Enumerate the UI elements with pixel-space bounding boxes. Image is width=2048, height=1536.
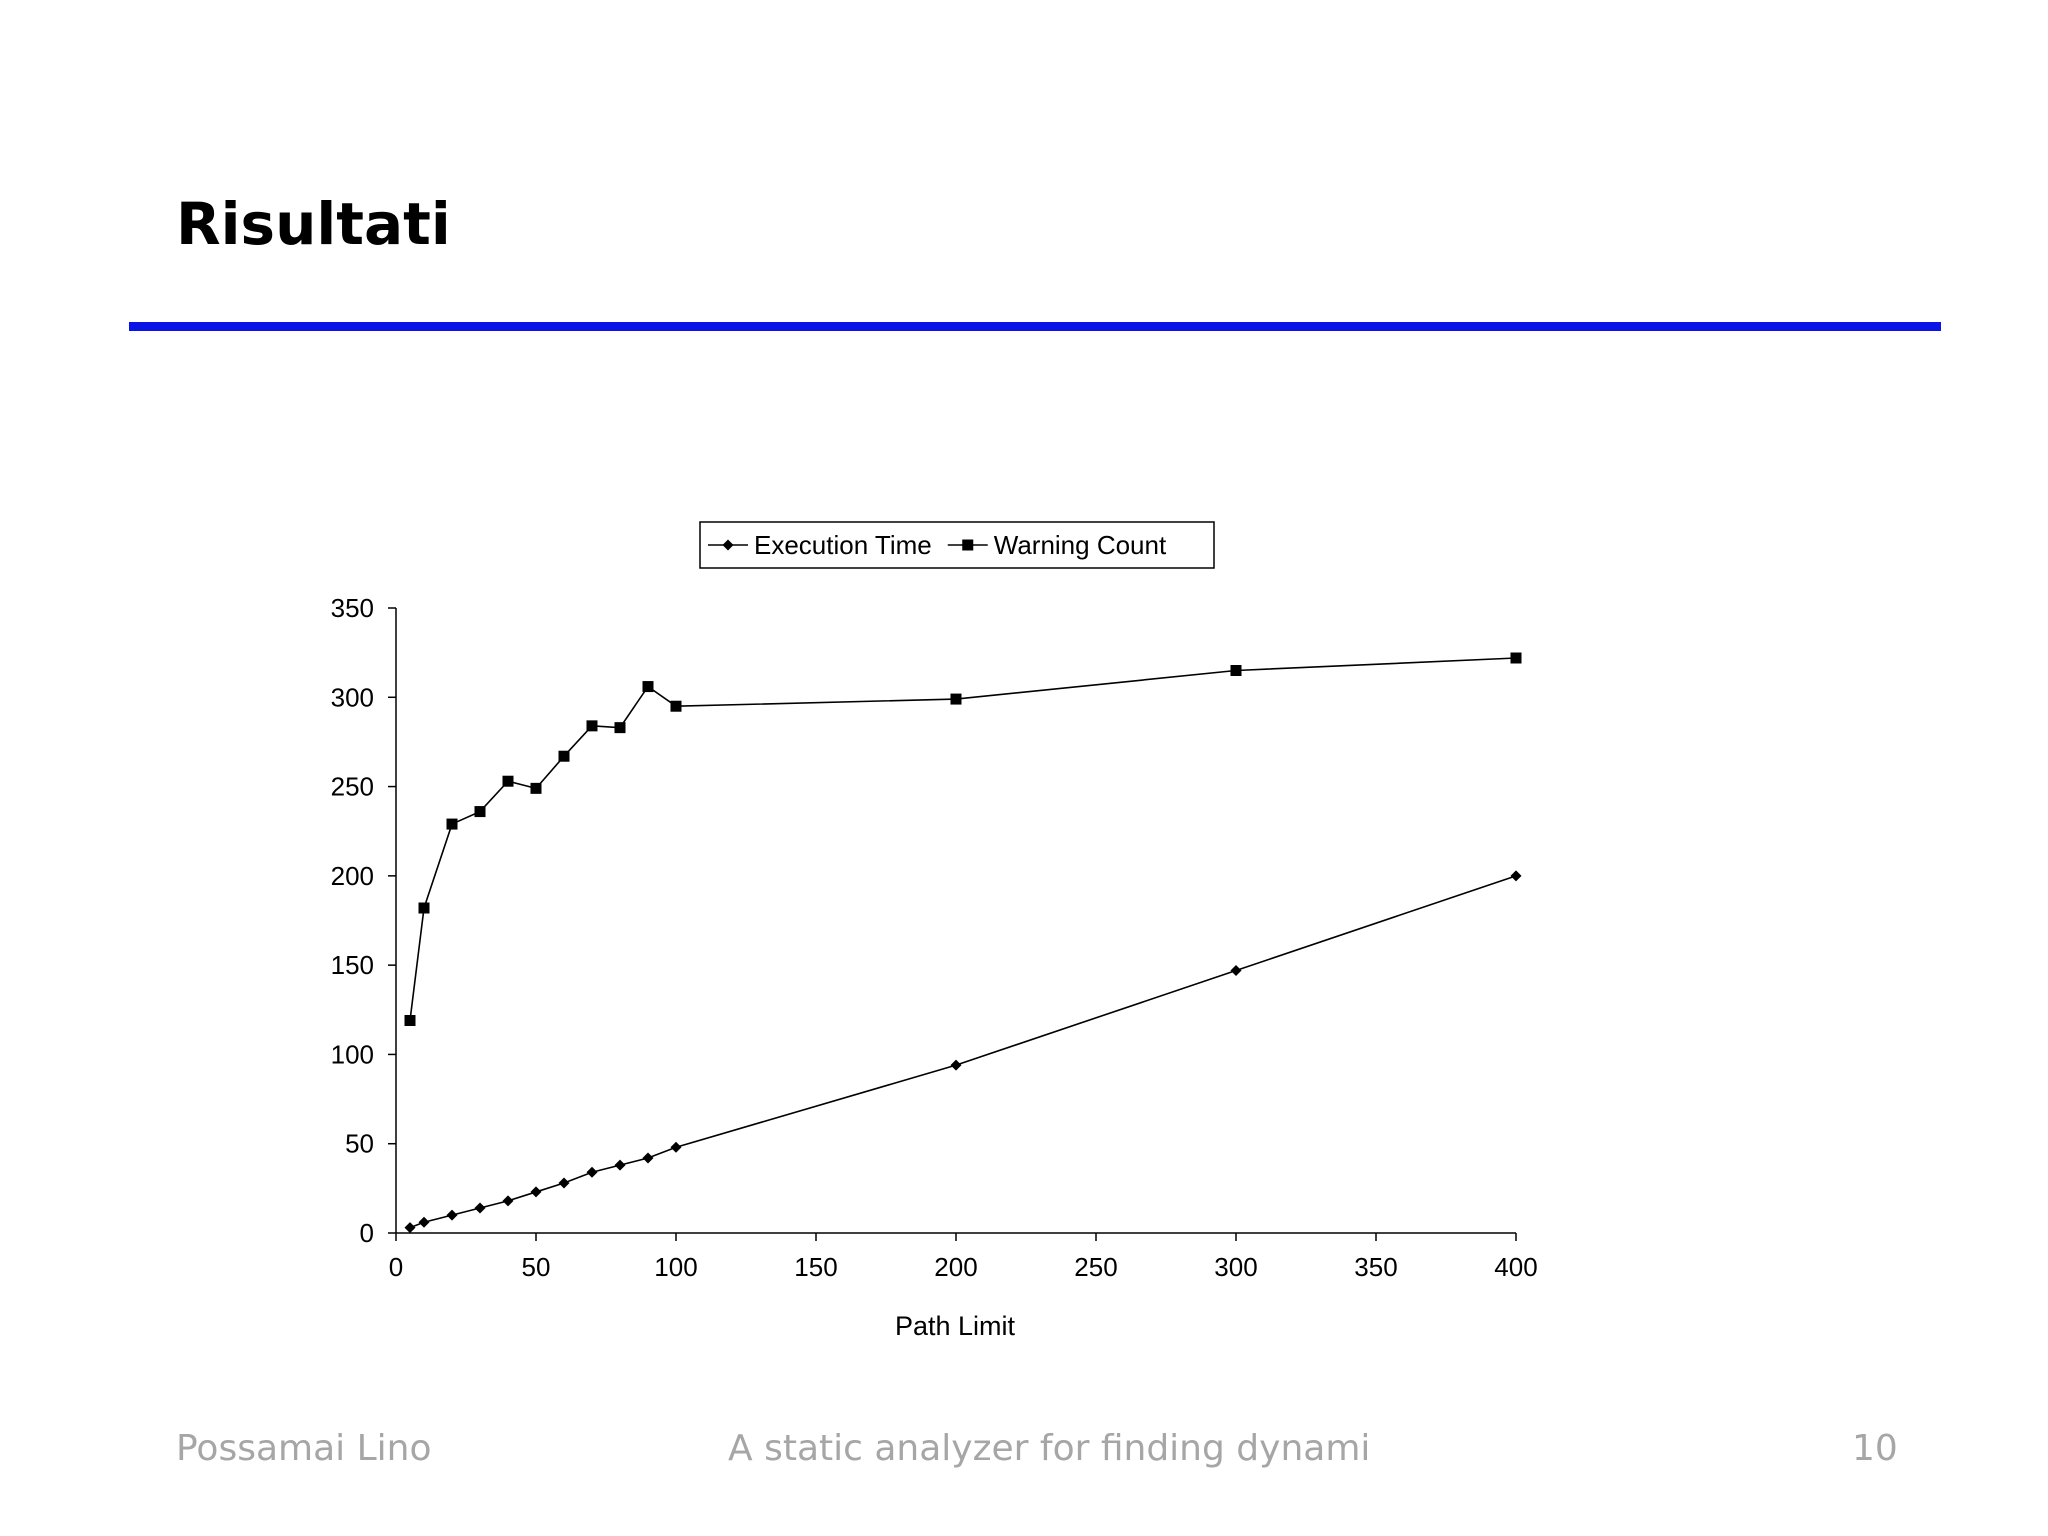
legend-label-warning-count: Warning Count	[994, 530, 1167, 560]
data-point-execution-time	[530, 1186, 542, 1198]
data-point-warning-count	[418, 902, 430, 914]
y-tick-label: 300	[331, 682, 374, 712]
y-tick-label: 100	[331, 1039, 374, 1069]
data-point-execution-time	[404, 1222, 416, 1234]
x-tick-label: 250	[1074, 1252, 1117, 1282]
data-point-execution-time	[418, 1216, 430, 1228]
y-tick-label: 150	[331, 950, 374, 980]
chart-series	[404, 652, 1522, 1234]
x-tick-label: 50	[522, 1252, 551, 1282]
series-warning-count	[404, 652, 1522, 1026]
x-tick-label: 400	[1494, 1252, 1537, 1282]
page-number: 10	[1852, 1428, 1898, 1469]
data-point-warning-count	[586, 720, 598, 732]
y-tick-label: 350	[331, 593, 374, 623]
data-point-execution-time	[614, 1159, 626, 1171]
data-point-execution-time	[1510, 870, 1522, 882]
line-chart: 0 50 100 150 200 250 300 350 0 50 100 150 200 250 300 3…	[331, 521, 1538, 1341]
data-point-execution-time	[502, 1195, 514, 1207]
data-point-execution-time	[558, 1177, 570, 1189]
x-tick-label: 200	[934, 1252, 977, 1282]
data-point-warning-count	[670, 700, 682, 712]
y-tick-label: 0	[360, 1218, 374, 1248]
y-tick-label: 200	[331, 861, 374, 891]
y-tick-label: 250	[331, 772, 374, 802]
data-point-warning-count	[446, 818, 458, 830]
data-point-warning-count	[404, 1015, 416, 1026]
data-point-warning-count	[1230, 665, 1242, 676]
legend-marker-execution-time	[722, 539, 734, 551]
data-point-execution-time	[642, 1152, 654, 1164]
series-execution-time	[404, 870, 1522, 1234]
slide-title: Risultati	[176, 190, 451, 258]
chart-legend: Execution Time Warning Count	[699, 521, 1215, 569]
chart-axes: 0 50 100 150 200 250 300 350 0 50 100 150 200 250 300 3…	[331, 593, 1538, 1282]
data-point-execution-time	[586, 1166, 598, 1178]
series-line-warning-count	[409, 657, 1517, 1021]
data-point-execution-time	[446, 1209, 458, 1221]
x-axis-label: Path Limit	[895, 1311, 1016, 1341]
legend-label-execution-time: Execution Time	[754, 530, 932, 560]
data-point-warning-count	[558, 750, 570, 762]
y-tick-label: 50	[345, 1129, 374, 1159]
data-point-execution-time	[474, 1202, 486, 1214]
footer-author: Possamai Lino	[176, 1428, 432, 1469]
data-point-warning-count	[614, 722, 626, 734]
series-line-execution-time	[409, 875, 1517, 1229]
data-point-execution-time	[1230, 965, 1242, 976]
data-point-warning-count	[950, 693, 962, 705]
x-tick-label: 100	[654, 1252, 697, 1282]
data-point-warning-count	[502, 775, 514, 787]
title-divider	[129, 322, 1941, 331]
data-point-warning-count	[642, 681, 654, 693]
data-point-execution-time	[950, 1059, 962, 1071]
data-point-execution-time	[670, 1141, 682, 1153]
x-tick-label: 150	[794, 1252, 837, 1282]
x-tick-label: 350	[1354, 1252, 1397, 1282]
footer-subject: A static analyzer for finding dynami	[728, 1428, 1371, 1469]
data-point-warning-count	[530, 782, 542, 794]
data-point-warning-count	[474, 806, 486, 818]
x-tick-label: 300	[1214, 1252, 1257, 1282]
data-point-warning-count	[1510, 652, 1522, 664]
legend-marker-warning-count	[962, 539, 974, 551]
x-tick-label: 0	[389, 1252, 403, 1282]
